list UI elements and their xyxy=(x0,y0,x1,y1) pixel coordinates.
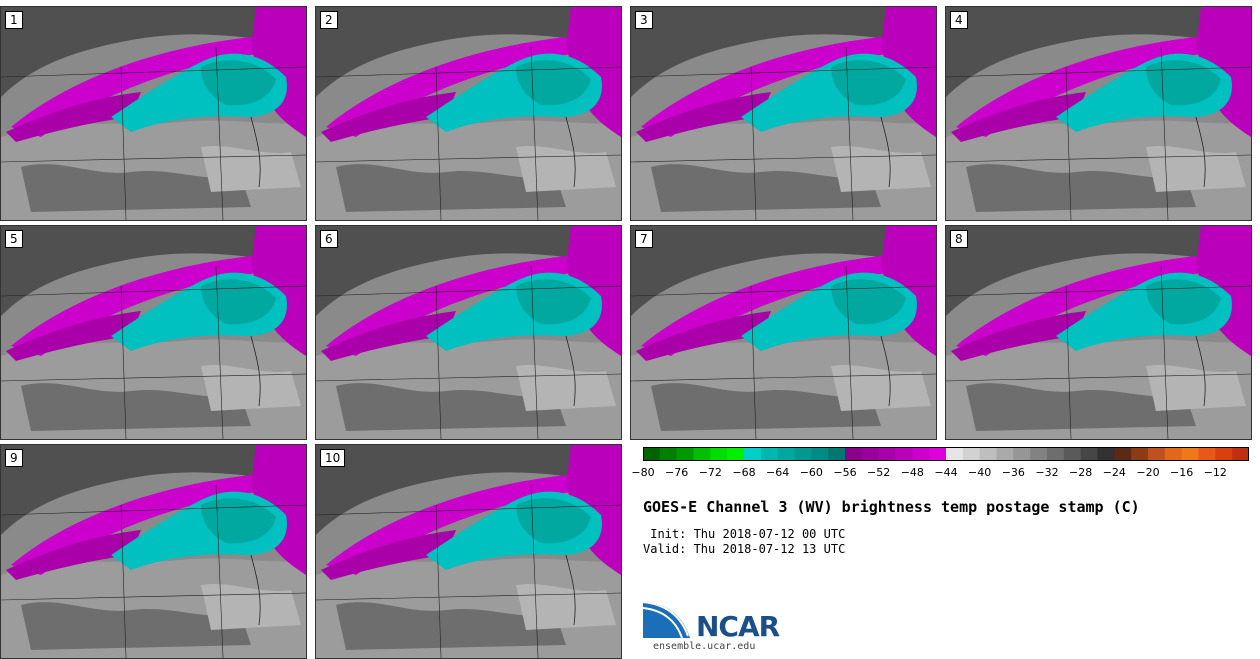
colorbar-swatch xyxy=(1030,447,1048,461)
colorbar-swatch xyxy=(727,447,745,461)
colorbar-tick-label: −60 xyxy=(799,466,823,479)
colorbar-tick-label: −16 xyxy=(1170,466,1194,479)
colorbar-swatch xyxy=(1131,447,1149,461)
init-time: Init: Thu 2018-07-12 00 UTC xyxy=(643,527,846,541)
member-panel: 7 xyxy=(630,225,937,440)
ncar-url: ensemble.ucar.edu xyxy=(653,641,756,652)
colorbar-swatch xyxy=(878,447,896,461)
colorbar-swatch xyxy=(1114,447,1132,461)
member-number: 8 xyxy=(950,230,968,248)
water-vapor-map xyxy=(316,7,621,220)
colorbar-swatch xyxy=(996,447,1014,461)
colorbar-tick-label: −44 xyxy=(934,466,958,479)
colorbar-swatch xyxy=(1063,447,1082,461)
colorbar-swatch xyxy=(1198,447,1216,461)
water-vapor-map xyxy=(1,445,306,658)
colorbar-swatch xyxy=(1232,447,1249,461)
colorbar-swatch xyxy=(861,447,880,461)
member-number: 1 xyxy=(5,11,23,29)
colorbar-tick-label: −64 xyxy=(766,466,790,479)
colorbar-swatch xyxy=(744,447,762,461)
colorbar-tick-label: −56 xyxy=(833,466,857,479)
member-number: 7 xyxy=(635,230,653,248)
water-vapor-map xyxy=(316,226,621,439)
colorbar-swatch xyxy=(979,447,997,461)
water-vapor-map xyxy=(946,226,1251,439)
colorbar-swatch xyxy=(912,447,930,461)
member-number: 5 xyxy=(5,230,23,248)
colorbar-tick-label: −36 xyxy=(1001,466,1025,479)
colorbar xyxy=(643,447,1249,461)
colorbar-tick-label: −48 xyxy=(900,466,924,479)
colorbar-swatch xyxy=(710,447,728,461)
member-panel: 10 xyxy=(315,444,622,659)
ncar-logo-icon xyxy=(642,601,690,639)
colorbar-swatch xyxy=(760,447,779,461)
member-number: 2 xyxy=(320,11,338,29)
colorbar-swatch xyxy=(1181,447,1199,461)
colorbar-tick-label: −24 xyxy=(1102,466,1126,479)
member-panel: 5 xyxy=(0,225,307,440)
colorbar-swatch xyxy=(676,447,694,461)
member-panel: 1 xyxy=(0,6,307,221)
colorbar-swatch xyxy=(794,447,812,461)
water-vapor-map xyxy=(946,7,1251,220)
colorbar-swatch xyxy=(1097,447,1115,461)
water-vapor-map xyxy=(1,226,306,439)
colorbar-swatch xyxy=(946,447,964,461)
colorbar-swatch xyxy=(693,447,711,461)
member-number: 4 xyxy=(950,11,968,29)
member-panel: 3 xyxy=(630,6,937,221)
water-vapor-map xyxy=(631,226,936,439)
water-vapor-map xyxy=(1,7,306,220)
colorbar-tick-label: −20 xyxy=(1136,466,1160,479)
colorbar-swatch xyxy=(777,447,795,461)
member-panel: 8 xyxy=(945,225,1252,440)
colorbar-swatch xyxy=(659,447,678,461)
member-panel: 6 xyxy=(315,225,622,440)
colorbar-swatch xyxy=(845,447,863,461)
colorbar-swatch xyxy=(1047,447,1065,461)
colorbar-swatch xyxy=(962,447,981,461)
colorbar-tick-label: −32 xyxy=(1035,466,1059,479)
colorbar-tick-label: −72 xyxy=(698,466,722,479)
member-number: 3 xyxy=(635,11,653,29)
colorbar-tick-label: −52 xyxy=(867,466,891,479)
colorbar-tick-label: −68 xyxy=(732,466,756,479)
colorbar-tick-label: −40 xyxy=(968,466,992,479)
colorbar-swatch xyxy=(895,447,913,461)
member-number: 6 xyxy=(320,230,338,248)
colorbar-tick-label: −80 xyxy=(631,466,655,479)
member-number: 10 xyxy=(320,449,346,467)
colorbar-swatch xyxy=(643,447,661,461)
colorbar-tick-label: −12 xyxy=(1203,466,1227,479)
member-number: 9 xyxy=(5,449,23,467)
colorbar-swatch xyxy=(811,447,829,461)
chart-title: GOES-E Channel 3 (WV) brightness temp po… xyxy=(643,498,1140,516)
member-panel: 2 xyxy=(315,6,622,221)
colorbar-swatch xyxy=(1164,447,1183,461)
water-vapor-map xyxy=(631,7,936,220)
colorbar-swatch xyxy=(1013,447,1031,461)
colorbar-tick-label: −76 xyxy=(665,466,689,479)
colorbar-swatch xyxy=(929,447,947,461)
member-panel: 4 xyxy=(945,6,1252,221)
colorbar-tick-label: −28 xyxy=(1069,466,1093,479)
valid-time: Valid: Thu 2018-07-12 13 UTC xyxy=(643,542,846,556)
colorbar-swatch xyxy=(1080,447,1098,461)
colorbar-swatch xyxy=(828,447,846,461)
water-vapor-map xyxy=(316,445,621,658)
ncar-logo-text: NCAR xyxy=(696,610,780,643)
colorbar-swatch xyxy=(1148,447,1166,461)
member-panel: 9 xyxy=(0,444,307,659)
colorbar-swatch xyxy=(1215,447,1233,461)
